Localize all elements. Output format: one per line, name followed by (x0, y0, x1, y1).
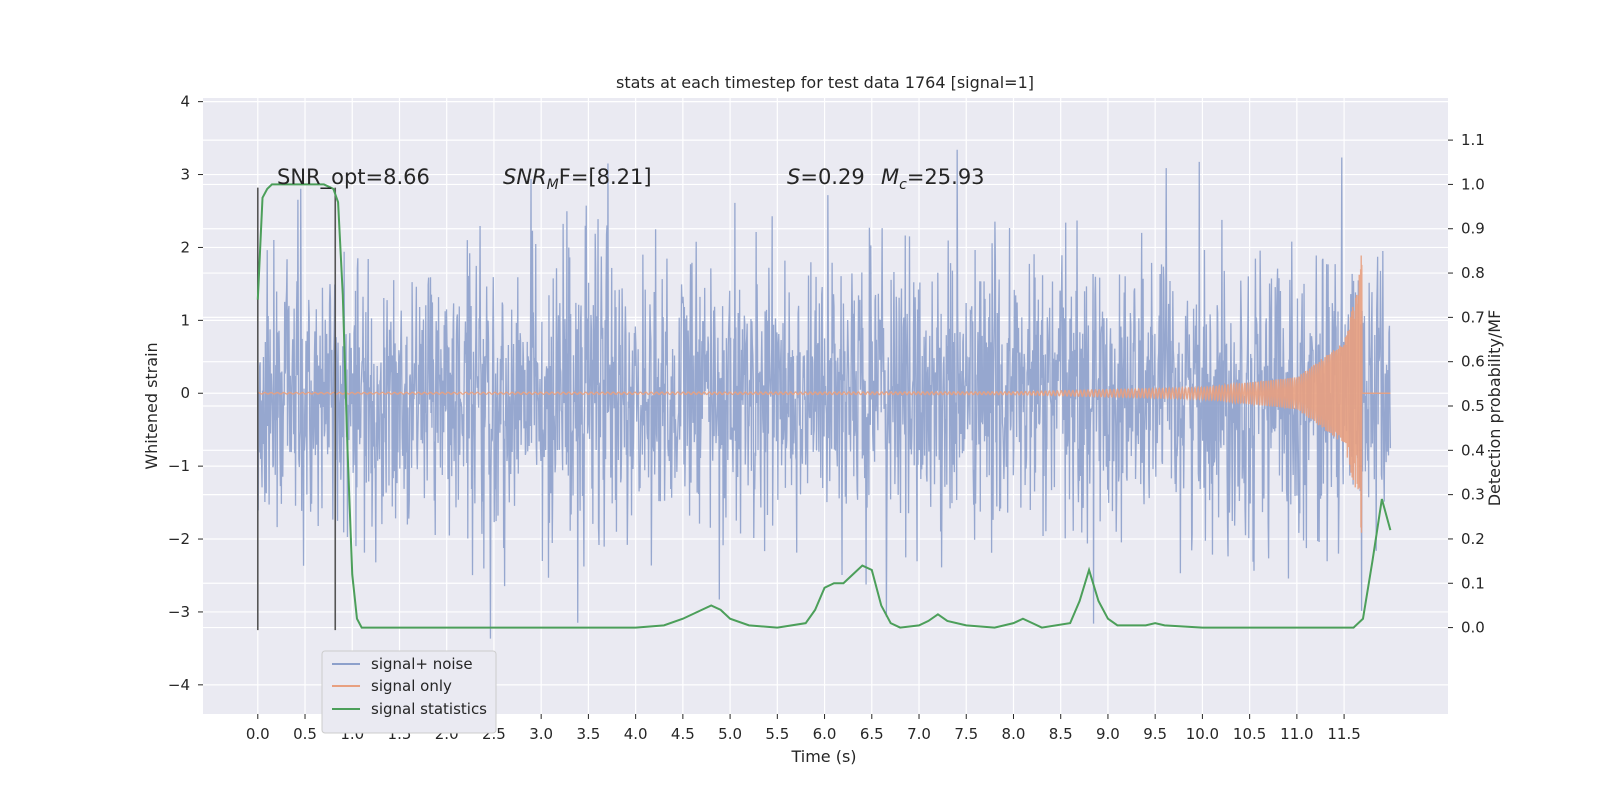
mc-base: M (881, 165, 899, 189)
x-tick-label: 10.5 (1233, 725, 1266, 743)
y2-tick-label: 0.0 (1461, 619, 1485, 637)
x-tick-label: 7.5 (954, 725, 978, 743)
legend: signal+ noise signal only signal statist… (321, 650, 497, 734)
signal-trace (257, 255, 1391, 533)
x-axis-title: Time (s) (790, 747, 856, 766)
x-tick-label: 5.5 (765, 725, 789, 743)
y-ticks: 4 3 2 1 0 −1 −2 −3 −4 (168, 93, 203, 694)
y2-tick-label: 0.4 (1461, 441, 1485, 459)
y-tick-label: −4 (168, 676, 190, 694)
y2-tick-label: 0.8 (1461, 264, 1485, 282)
annotation-snr-opt: SNR_opt=8.66 (277, 165, 430, 190)
annotation-mc: Mc=25.93 (881, 165, 985, 193)
snr-mf-tail: F=[8.21] (559, 165, 652, 189)
s-value: =0.29 (800, 165, 864, 189)
x-tick-label: 10.0 (1186, 725, 1219, 743)
x-tick-label: 11.5 (1327, 725, 1360, 743)
y2-tick-label: 1.1 (1461, 131, 1485, 149)
y-tick-label: −1 (168, 457, 190, 475)
y-axis-title: Whitened strain (142, 342, 161, 469)
y2-tick-label: 0.1 (1461, 574, 1485, 592)
y2-ticks: 1.1 1.0 0.9 0.8 0.7 0.6 0.5 0.4 0.3 0.2 0.1 0.0 (1448, 131, 1485, 637)
x-tick-label: 11.0 (1280, 725, 1313, 743)
x-tick-label: 6.5 (860, 725, 884, 743)
chart-title: stats at each timestep for test data 176… (616, 73, 1034, 92)
x-tick-label: 8.5 (1049, 725, 1073, 743)
x-tick-label: 4.5 (671, 725, 695, 743)
annotation-s: S=0.29 (787, 165, 865, 189)
mc-value: =25.93 (907, 165, 985, 189)
y2-tick-label: 0.9 (1461, 220, 1485, 238)
x-tick-label: 9.5 (1143, 725, 1167, 743)
y2-tick-label: 0.3 (1461, 486, 1485, 504)
y2-tick-label: 0.6 (1461, 353, 1485, 371)
x-tick-label: 6.0 (813, 725, 837, 743)
x-tick-label: 9.0 (1096, 725, 1120, 743)
series-signal-plus-noise (257, 149, 1392, 639)
y2-tick-label: 0.7 (1461, 308, 1485, 326)
y-tick-label: −3 (168, 603, 190, 621)
x-tick-label: 0.0 (246, 725, 270, 743)
noise-trace (257, 149, 1392, 639)
annotations: SNR_opt=8.66 SNRMF=[8.21] S=0.29 Mc=25.9… (277, 165, 985, 193)
y-tick-label: −2 (168, 530, 190, 548)
x-tick-label: 8.0 (1002, 725, 1026, 743)
y-tick-label: 2 (180, 238, 190, 256)
series-signal-statistics (256, 183, 1392, 629)
series-signal-only (257, 255, 1391, 533)
y-tick-label: 1 (180, 311, 190, 329)
y2-tick-label: 0.5 (1461, 397, 1485, 415)
legend-label-stats: signal statistics (371, 700, 487, 718)
mc-sub: c (899, 177, 907, 193)
x-tick-label: 7.0 (907, 725, 931, 743)
vertical-markers (256, 187, 337, 631)
s-label: S (787, 165, 800, 189)
data-layer (256, 149, 1392, 639)
x-tick-label: 0.5 (293, 725, 317, 743)
x-tick-label: 3.0 (529, 725, 553, 743)
y2-axis-title: Detection probability/MF (1485, 310, 1504, 507)
y-tick-label: 3 (180, 166, 190, 184)
x-tick-label: 5.0 (718, 725, 742, 743)
y2-tick-label: 1.0 (1461, 175, 1485, 193)
snr-mf-base: SNR (503, 165, 547, 189)
x-tick-label: 3.5 (576, 725, 600, 743)
legend-label-signal: signal only (371, 677, 452, 695)
legend-box (321, 650, 497, 734)
y-tick-label: 4 (180, 93, 190, 111)
legend-label-noise: signal+ noise (371, 655, 473, 673)
grid-lines (203, 98, 1448, 714)
snr-mf-sub: M (547, 177, 559, 193)
annotation-snr-mf: SNRMF=[8.21] (503, 165, 652, 193)
x-tick-label: 4.0 (624, 725, 648, 743)
y2-tick-label: 0.2 (1461, 530, 1485, 548)
stats-trace (256, 183, 1392, 629)
y-tick-label: 0 (180, 384, 190, 402)
